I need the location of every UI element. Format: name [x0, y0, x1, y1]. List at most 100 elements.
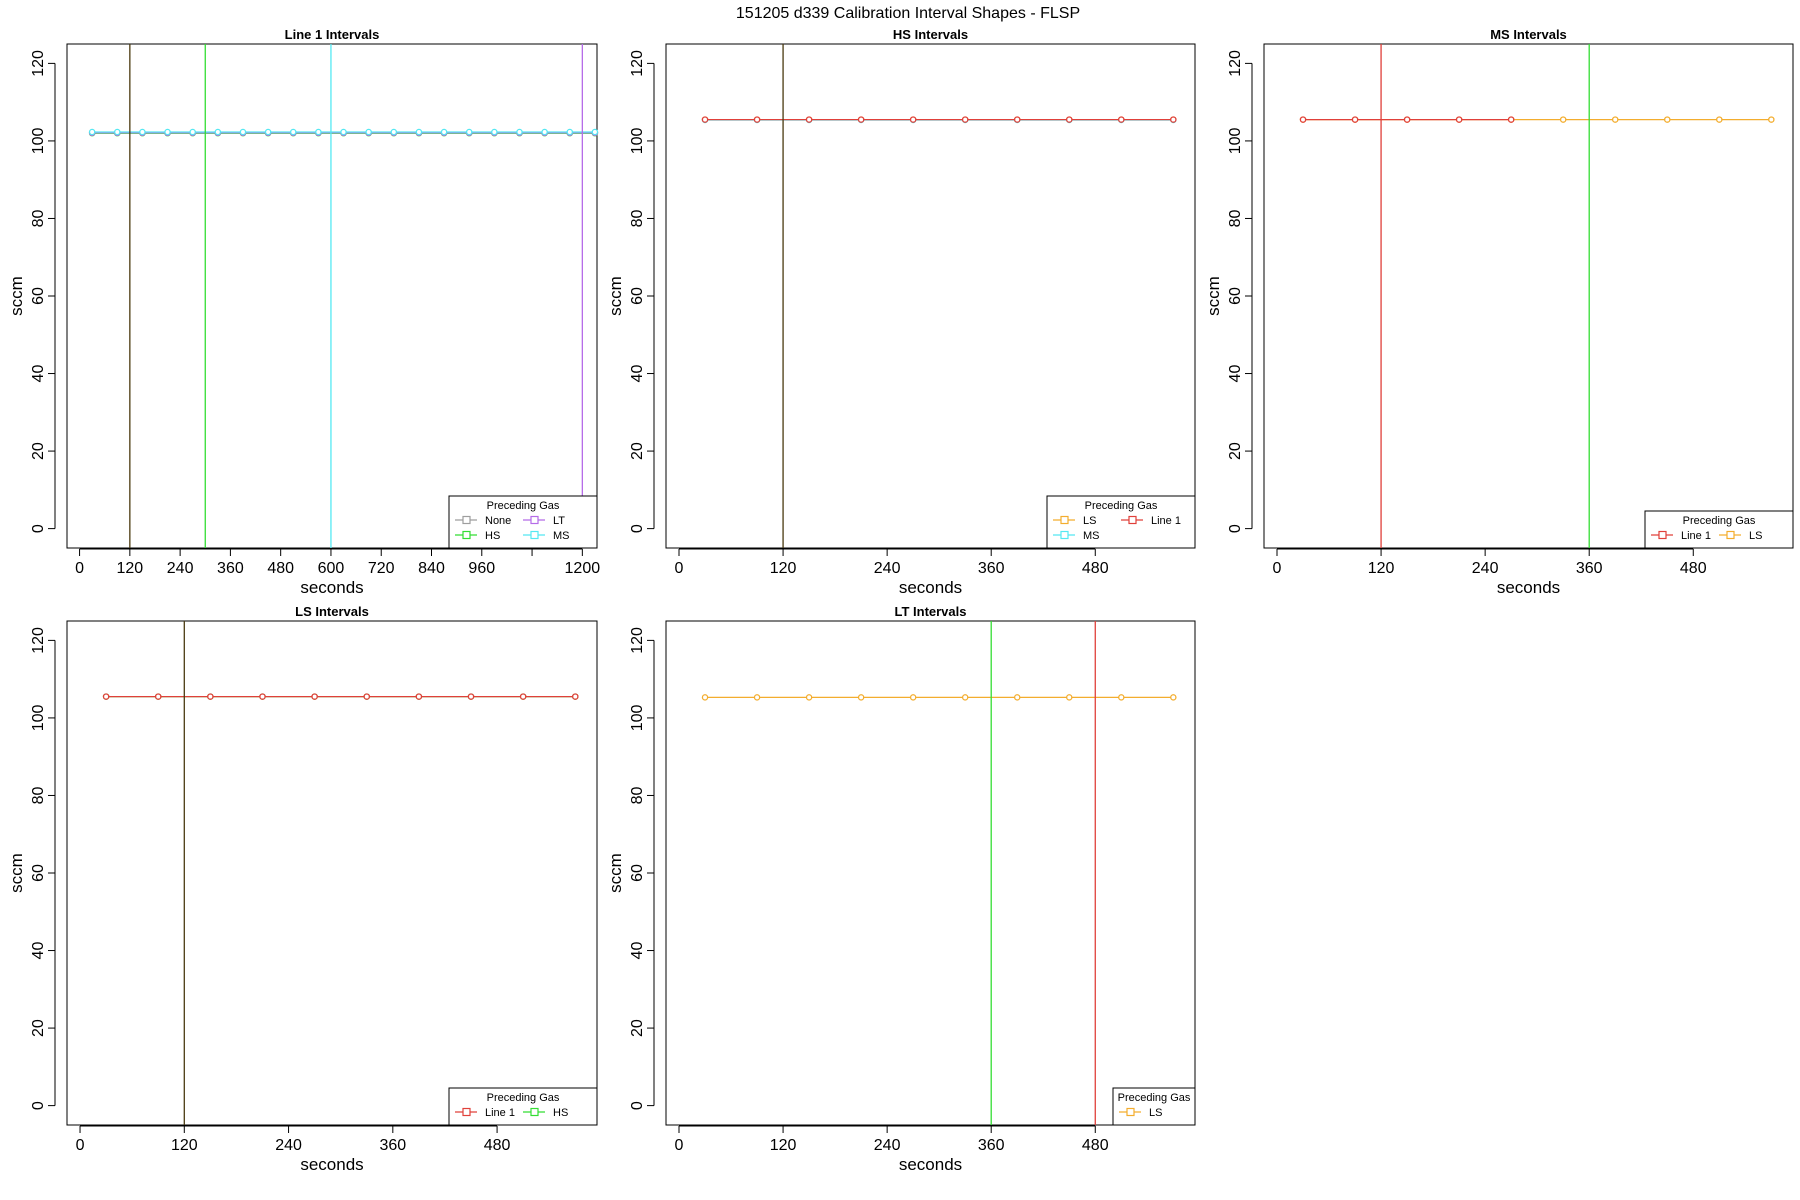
x-tick-label: 120: [770, 560, 797, 577]
y-tick-label: 80: [30, 786, 47, 804]
data-point: [467, 693, 475, 700]
legend-box: [1644, 510, 1794, 549]
data-point: [805, 116, 813, 123]
data-point: [363, 693, 371, 700]
x-tick-label: 240: [1472, 560, 1499, 577]
data-point: [214, 128, 222, 136]
x-axis-label: seconds: [899, 1155, 962, 1174]
panel-5: LT Intervals 0 20 40 60 80 100 120 0 120 240 360 480…: [606, 604, 1196, 1174]
legend-label: HS: [553, 1107, 568, 1119]
y-tick-label: 0: [629, 1101, 646, 1110]
y-tick-label: 120: [30, 627, 47, 654]
data-point: [114, 128, 121, 136]
legend-title: Preceding Gas: [1118, 1092, 1191, 1104]
y-axis-label: sccm: [606, 853, 625, 893]
legend: Preceding Gas LS Line 1 MS: [1046, 495, 1196, 549]
data-point: [961, 694, 969, 701]
x-tick-label: 480: [484, 1137, 511, 1154]
data-point: [415, 693, 423, 700]
x-tick-label: 360: [978, 560, 1005, 577]
x-tick-label: 480: [1082, 1137, 1109, 1154]
x-tick-label: 120: [171, 1137, 198, 1154]
series-ms: [88, 128, 599, 136]
y-tick-label: 40: [30, 365, 47, 383]
x-axis: 0 120 240 360 480: [675, 548, 1109, 577]
panel-title: MS Intervals: [1490, 27, 1567, 42]
plot-frame: [66, 620, 598, 1126]
legend-swatch-marker: [462, 515, 471, 525]
data-point: [315, 128, 322, 136]
data-point: [1013, 116, 1021, 123]
x-tick-label: 720: [368, 560, 395, 577]
legend-swatch-marker: [1658, 530, 1667, 540]
data-point: [701, 694, 709, 701]
y-axis: 0 20 40 60 80 100 120: [30, 627, 56, 1110]
y-axis-label: sccm: [606, 276, 625, 316]
data-point: [139, 128, 146, 136]
x-tick-label: 120: [1368, 560, 1395, 577]
x-axis-label: seconds: [300, 1155, 363, 1174]
x-tick-label: 240: [874, 560, 901, 577]
legend-swatch-marker: [462, 530, 471, 540]
x-axis: 0 120 240 360 480 600 720 840 960 1200: [75, 548, 600, 577]
data-point: [566, 128, 574, 136]
data-point: [1170, 116, 1177, 123]
series-line-1: [1299, 116, 1515, 123]
y-tick-label: 120: [1227, 50, 1244, 77]
legend-swatch-marker: [1128, 515, 1137, 525]
legend-label: None: [485, 515, 511, 527]
y-tick-label: 80: [629, 786, 646, 804]
y-tick-label: 60: [30, 287, 47, 305]
x-axis: 0 120 240 360 480: [1273, 548, 1707, 577]
legend-label: Line 1: [1151, 515, 1181, 527]
data-point: [1403, 116, 1411, 123]
data-point: [961, 116, 969, 123]
x-tick-label: 0: [76, 1137, 85, 1154]
data-point: [1170, 694, 1177, 701]
data-point: [1118, 116, 1125, 123]
data-point: [519, 693, 527, 700]
data-point: [909, 116, 917, 123]
y-axis-label: sccm: [1204, 276, 1223, 316]
y-tick-label: 80: [1227, 209, 1244, 227]
data-point: [1299, 116, 1307, 123]
x-tick-label: 0: [75, 560, 84, 577]
data-point: [1559, 116, 1567, 123]
series-line-1: [701, 116, 1177, 123]
panel-3: MS Intervals 0 20 40 60 80 100 120 0 120 240 360 480…: [1204, 27, 1794, 597]
x-tick-label: 480: [267, 560, 294, 577]
y-tick-label: 120: [629, 627, 646, 654]
y-tick-label: 40: [629, 365, 646, 383]
legend-label: LS: [1083, 515, 1096, 527]
data-point: [1664, 116, 1671, 123]
figure-title: 151205 d339 Calibration Interval Shapes …: [736, 5, 1080, 22]
y-axis: 0 20 40 60 80 100 120: [629, 627, 655, 1110]
y-tick-label: 80: [629, 209, 646, 227]
y-tick-label: 60: [1227, 287, 1244, 305]
x-tick-label: 240: [275, 1137, 302, 1154]
data-point: [440, 128, 448, 136]
y-axis: 0 20 40 60 80 100 120: [1227, 50, 1253, 533]
data-point: [207, 693, 214, 700]
panel-2: HS Intervals 0 20 40 60 80 100 120 0 120 240 360 480…: [606, 27, 1196, 597]
data-point: [491, 128, 498, 136]
y-tick-label: 20: [30, 442, 47, 460]
data-point: [1013, 694, 1021, 701]
y-tick-label: 120: [30, 50, 47, 77]
data-point: [1066, 694, 1073, 701]
x-tick-label: 480: [1082, 560, 1109, 577]
x-tick-label: 360: [978, 1137, 1005, 1154]
data-point: [1768, 116, 1775, 123]
x-tick-label: 0: [1273, 560, 1282, 577]
x-tick-label: 0: [675, 1137, 684, 1154]
data-point: [259, 693, 266, 700]
legend-label: LS: [1749, 530, 1762, 542]
y-axis-label: sccm: [7, 276, 26, 316]
y-tick-label: 80: [30, 209, 47, 227]
legend: Preceding Gas None LT HS MS: [448, 495, 598, 549]
legend-label: Line 1: [485, 1107, 515, 1119]
legend-box: [1046, 495, 1196, 549]
x-tick-label: 600: [318, 560, 345, 577]
